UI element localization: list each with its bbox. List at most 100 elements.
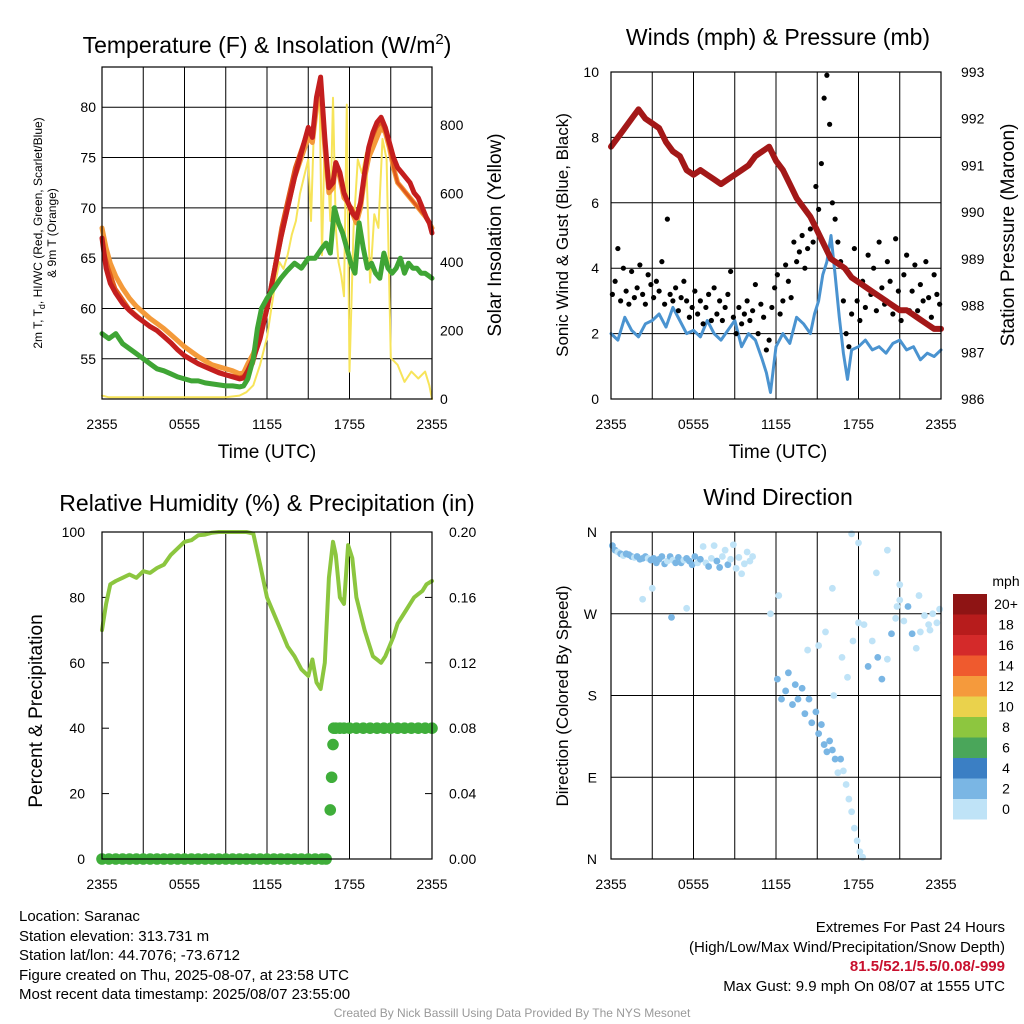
direction-point bbox=[691, 553, 699, 560]
gust-point bbox=[818, 160, 824, 167]
gust-point bbox=[670, 298, 676, 304]
y-right-tick-label: 0 bbox=[440, 391, 448, 407]
gust-point bbox=[758, 301, 764, 307]
gust-point bbox=[714, 311, 720, 317]
gust-point bbox=[917, 281, 923, 288]
y-axis-label: Sonic Wind & Gust (Blue, Black) bbox=[553, 113, 572, 357]
gust-point bbox=[851, 245, 857, 252]
direction-point bbox=[648, 584, 656, 592]
y-tick-label: 60 bbox=[69, 655, 85, 671]
gust-point bbox=[824, 72, 830, 78]
gust-point bbox=[645, 272, 651, 278]
gust-point bbox=[807, 226, 813, 232]
direction-point bbox=[849, 637, 857, 645]
y-right-axis-label: Solar Insolation (Yellow) bbox=[485, 133, 506, 336]
direction-point bbox=[729, 541, 737, 549]
gust-point bbox=[843, 331, 849, 337]
direction-point bbox=[855, 539, 862, 547]
colorbar-label: 12 bbox=[998, 678, 1014, 694]
gust-point bbox=[895, 288, 901, 294]
gust-point bbox=[785, 278, 791, 284]
direction-point bbox=[844, 673, 851, 681]
colorbar-swatch bbox=[953, 758, 987, 779]
direction-point bbox=[815, 642, 823, 649]
y-tick-label: 4 bbox=[591, 260, 599, 276]
gust-point bbox=[703, 304, 709, 311]
direction-point bbox=[639, 595, 647, 603]
gust-point bbox=[873, 308, 879, 314]
gust-point bbox=[626, 301, 632, 307]
direction-point bbox=[856, 848, 864, 856]
direction-point bbox=[893, 603, 901, 610]
station-info: Location: Saranac Station elevation: 313… bbox=[19, 907, 350, 1005]
gust-point bbox=[631, 295, 637, 301]
y-right-tick-label: 0.16 bbox=[449, 589, 476, 605]
direction-point bbox=[868, 637, 876, 645]
colorbar-unit-label: mph bbox=[992, 573, 1019, 589]
direction-point bbox=[896, 596, 904, 604]
gust-point bbox=[928, 314, 934, 320]
y-tick-label: 60 bbox=[80, 300, 96, 316]
x-tick-label: 1155 bbox=[252, 876, 282, 892]
gust-point bbox=[664, 216, 670, 222]
direction-point bbox=[826, 737, 834, 745]
chart-title: Winds (mph) & Pressure (mb) bbox=[626, 24, 930, 50]
direction-point bbox=[883, 546, 891, 554]
y-right-tick-label: 988 bbox=[961, 298, 985, 314]
y-axis-label: Direction (Colored By Speed) bbox=[553, 585, 572, 806]
gust-point bbox=[675, 308, 681, 314]
direction-point bbox=[904, 603, 912, 610]
gust-point bbox=[711, 285, 717, 291]
y-tick-label: 0 bbox=[77, 851, 85, 867]
direction-point bbox=[831, 755, 839, 763]
gust-point bbox=[642, 301, 648, 307]
direction-point bbox=[804, 646, 812, 654]
y-right-tick-label: 986 bbox=[961, 391, 985, 407]
created-text: Figure created on Thu, 2025-08-07, at 23… bbox=[19, 966, 349, 984]
direction-point bbox=[732, 564, 740, 572]
direction-point bbox=[668, 613, 675, 621]
y-right-tick-label: 993 bbox=[961, 64, 985, 80]
extremes-info: Extremes For Past 24 Hours (High/Low/Max… bbox=[689, 918, 1005, 996]
gust-point bbox=[651, 295, 657, 301]
precip-point bbox=[325, 771, 338, 784]
x-tick-label: 1755 bbox=[334, 416, 365, 432]
gust-point bbox=[777, 311, 783, 317]
pressure-line bbox=[608, 106, 944, 332]
gust-point bbox=[747, 317, 753, 324]
gust-point bbox=[744, 298, 750, 304]
y-right-tick-label: 0.12 bbox=[449, 655, 476, 671]
gust-point bbox=[788, 295, 794, 301]
y-tick-label: E bbox=[588, 769, 597, 785]
gust-point bbox=[692, 288, 698, 294]
direction-point bbox=[900, 617, 908, 625]
direction-point bbox=[842, 781, 850, 788]
direction-point bbox=[782, 687, 790, 695]
colorbar-swatch bbox=[953, 799, 987, 820]
gust-point bbox=[618, 298, 624, 304]
y-axis-label-line2: & 9m T (Orange) bbox=[45, 188, 59, 278]
x-tick-label: 1755 bbox=[843, 876, 874, 892]
x-axis-label: Time (UTC) bbox=[729, 442, 828, 463]
plot-border bbox=[101, 531, 433, 860]
direction-point bbox=[767, 610, 774, 618]
direction-point bbox=[839, 767, 847, 775]
direction-point bbox=[738, 570, 746, 578]
gust-point bbox=[832, 216, 838, 222]
gust-point bbox=[871, 265, 877, 271]
y-tick-label: 100 bbox=[62, 524, 86, 540]
direction-point bbox=[724, 561, 732, 569]
direction-point bbox=[912, 644, 920, 652]
gust-point bbox=[893, 236, 899, 242]
direction-point bbox=[860, 621, 868, 629]
gust-point bbox=[774, 272, 780, 278]
direction-point bbox=[834, 769, 842, 777]
gust-point bbox=[791, 239, 797, 245]
gust-point bbox=[637, 262, 643, 268]
y-right-tick-label: 0.20 bbox=[449, 524, 476, 540]
gust-point bbox=[796, 249, 802, 255]
y-right-tick-label: 992 bbox=[961, 111, 985, 127]
humidity-precipitation-chart: 0 20 40 60 80 100 0.00 0.04 0.08 0.12 0.16 0.20 2355… bbox=[26, 490, 476, 892]
direction-point bbox=[658, 553, 666, 560]
gust-point bbox=[898, 317, 904, 324]
